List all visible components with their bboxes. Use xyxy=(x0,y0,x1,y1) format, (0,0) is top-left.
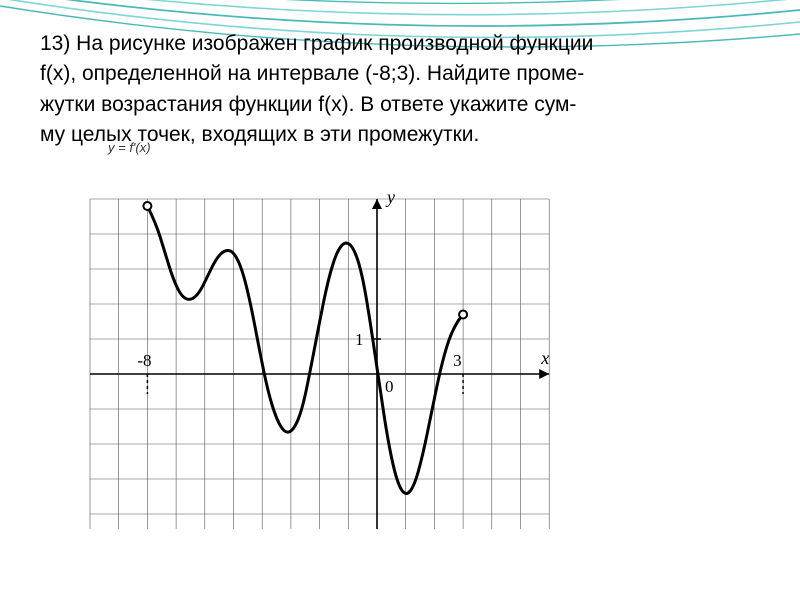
text-line-3: жутки возрастания функции f(x). В ответе… xyxy=(40,91,760,119)
text-line-2: f(x), определенной на интервале (-8;3). … xyxy=(40,60,760,88)
svg-text:3: 3 xyxy=(453,351,462,370)
text-line-4: му целых точек, входящих в эти промежутк… xyxy=(40,121,760,149)
text-line-1: 13) На рисунке изображен график производ… xyxy=(40,30,760,58)
svg-text:1: 1 xyxy=(355,330,364,349)
svg-text:y: y xyxy=(385,187,395,207)
problem-content: 13) На рисунке изображен график производ… xyxy=(0,0,800,161)
svg-text:x: x xyxy=(540,348,549,368)
svg-text:-8: -8 xyxy=(137,351,151,370)
problem-text: 13) На рисунке изображен график производ… xyxy=(40,30,760,149)
svg-text:0: 0 xyxy=(385,377,394,396)
derivative-chart: 0 1 -8 3 x y xyxy=(40,179,740,529)
